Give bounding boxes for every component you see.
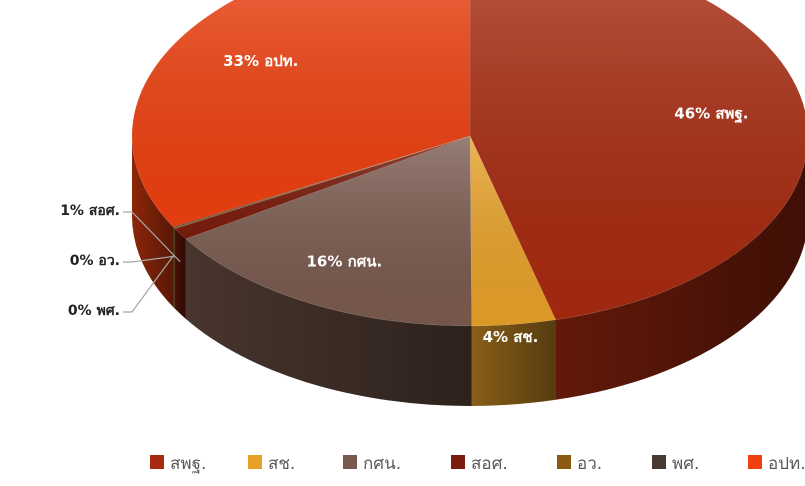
pie-slice-5 bbox=[173, 135, 471, 229]
pie-slice-3 bbox=[185, 135, 472, 327]
pie-slice-2 bbox=[469, 135, 556, 327]
legend-item-2: สช. bbox=[248, 454, 295, 474]
pie-side-2 bbox=[471, 319, 556, 406]
legend-swatch bbox=[748, 455, 762, 469]
legend-label: อปท. bbox=[768, 454, 805, 474]
pie-side-7 bbox=[132, 136, 174, 307]
legend-item-1: สพฐ. bbox=[150, 454, 206, 474]
callout-6: 0% พศ. bbox=[68, 255, 175, 319]
legend-label: สช. bbox=[268, 454, 295, 474]
legend-swatch bbox=[652, 455, 666, 469]
legend-swatch bbox=[343, 455, 357, 469]
pie-side-4 bbox=[174, 228, 186, 319]
pie-side-6 bbox=[173, 226, 175, 308]
legend-swatch bbox=[557, 455, 571, 469]
pie-top-faces bbox=[131, 0, 805, 327]
legend-item-5: อว. bbox=[557, 454, 602, 474]
pie-side-3 bbox=[185, 238, 472, 406]
callout-5: 0% อว. bbox=[70, 253, 175, 269]
pie-side-faces bbox=[132, 136, 805, 406]
callout-label-5: 0% อว. bbox=[70, 253, 120, 269]
pie-slice-1 bbox=[469, 0, 805, 321]
pie-slice-6 bbox=[172, 135, 471, 229]
legend-swatch bbox=[150, 455, 164, 469]
legend-label: อว. bbox=[577, 454, 602, 474]
legend-label: กศน. bbox=[363, 454, 401, 474]
callout-label-4: 1% สอศ. bbox=[60, 203, 120, 219]
legend: สพฐ. สช. กศน. สอศ. อว. พศ. อปท. bbox=[150, 454, 805, 474]
data-label-3: 16% กศน. bbox=[306, 252, 382, 270]
data-label-2: 4% สช. bbox=[483, 328, 539, 346]
pie-side-1 bbox=[555, 161, 805, 400]
legend-swatch bbox=[248, 455, 262, 469]
pie-slice-7 bbox=[131, 0, 471, 228]
legend-item-4: สอศ. bbox=[451, 454, 508, 474]
legend-label: สอศ. bbox=[471, 454, 508, 474]
legend-label: สพฐ. bbox=[170, 454, 206, 474]
data-labels: 46% สพฐ. 4% สช. 16% กศน. 33% อปท. 1% สอศ. 0% … bbox=[60, 52, 748, 346]
pie-side-5 bbox=[174, 227, 175, 309]
callout-label-6: 0% พศ. bbox=[68, 303, 120, 319]
legend-swatch bbox=[451, 455, 465, 469]
legend-item-7: อปท. bbox=[748, 454, 805, 474]
legend-label: พศ. bbox=[672, 454, 699, 474]
legend-item-6: พศ. bbox=[652, 454, 699, 474]
data-label-1: 46% สพฐ. bbox=[674, 105, 748, 124]
callout-4: 1% สอศ. bbox=[60, 203, 181, 263]
pie-slice-4 bbox=[174, 135, 471, 240]
data-label-7: 33% อปท. bbox=[223, 52, 298, 70]
legend-item-3: กศน. bbox=[343, 454, 401, 474]
